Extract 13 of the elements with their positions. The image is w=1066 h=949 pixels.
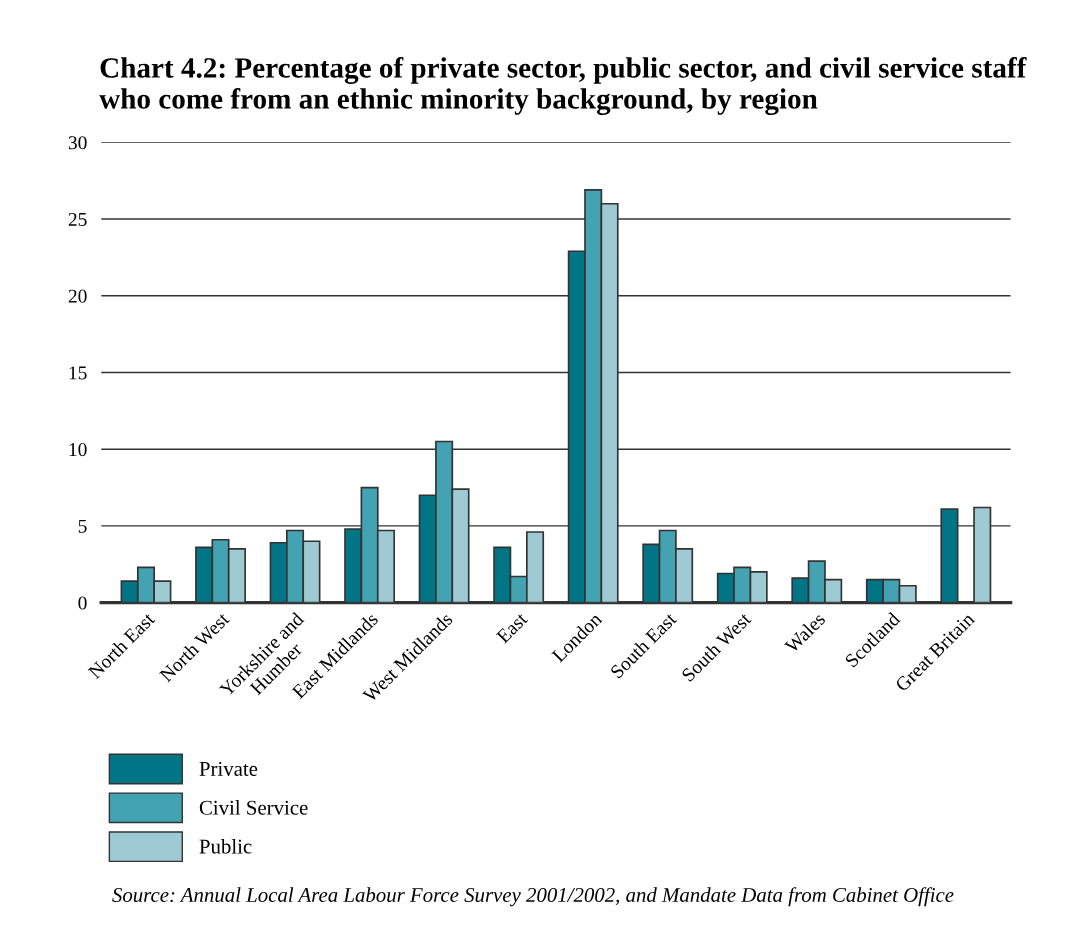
x-tick-label: East [495, 611, 529, 644]
source-note: Source: Annual Local Area Labour Force Survey 2001/2002, and Mandate Data from Cabinet Office [112, 887, 954, 907]
y-tick-label: 30 [68, 136, 87, 150]
y-tick-label: 15 [69, 366, 87, 380]
y-tick-label: 10 [69, 443, 87, 457]
legend-label: Private [199, 761, 258, 776]
chart-title: Chart 4.2: Percentage of private sector, public sector, and civil service staff who come from an ethnic minority background, by region [99, 56, 1027, 115]
y-tick-label: 0 [78, 596, 87, 610]
y-tick-label: 25 [68, 212, 87, 226]
y-tick-label: 20 [68, 289, 87, 303]
legend-label: Public [199, 838, 252, 854]
legend-label: Civil Service [199, 800, 308, 815]
y-tick-label: 5 [78, 519, 87, 533]
